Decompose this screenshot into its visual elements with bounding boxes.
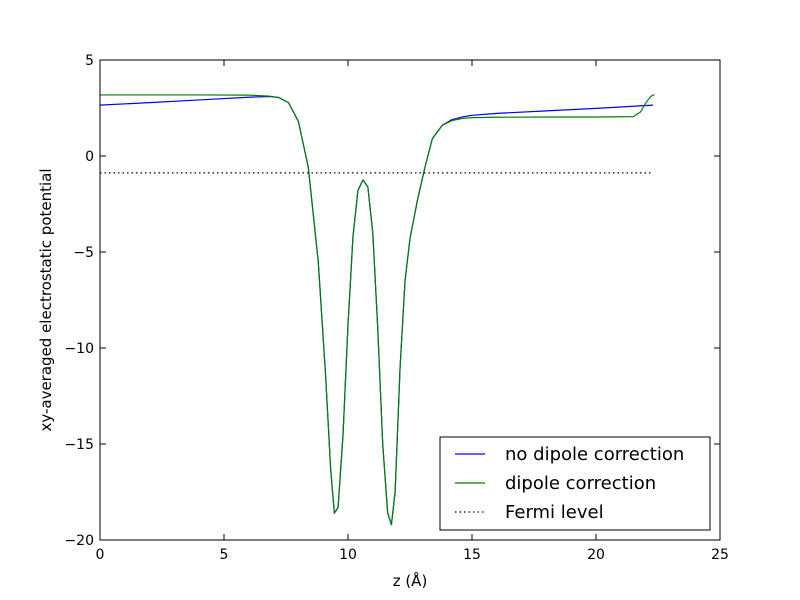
y-tick-label: −10 <box>64 341 94 357</box>
y-tick-label: 5 <box>85 53 94 69</box>
plot-area-frame <box>99 59 721 541</box>
y-tick-label: −20 <box>64 533 94 549</box>
x-tick-label: 0 <box>96 547 105 563</box>
x-tick-label: 20 <box>587 547 605 563</box>
axis-ticks: 0 5 10 15 20 25 −20 −15 −10 −5 0 5 <box>64 53 728 563</box>
legend: no dipole correction dipole correction Fer… <box>439 436 711 531</box>
y-tick-label: 0 <box>85 149 94 165</box>
legend-entry-label: dipole correction <box>505 473 656 494</box>
x-tick-label: 15 <box>463 547 481 563</box>
y-axis-label: xy-averaged electrostatic potential <box>37 168 55 431</box>
y-tick-label: −5 <box>73 245 94 261</box>
series-line-dipole-correction <box>100 94 655 526</box>
legend-entry-label: Fermi level <box>505 502 604 523</box>
x-tick-label: 25 <box>711 547 729 563</box>
x-axis-label: z (Å) <box>393 571 428 590</box>
x-tick-label: 10 <box>339 547 357 563</box>
x-tick-label: 5 <box>220 547 229 563</box>
y-tick-label: −15 <box>64 437 94 453</box>
legend-entry-label: no dipole correction <box>505 444 684 465</box>
